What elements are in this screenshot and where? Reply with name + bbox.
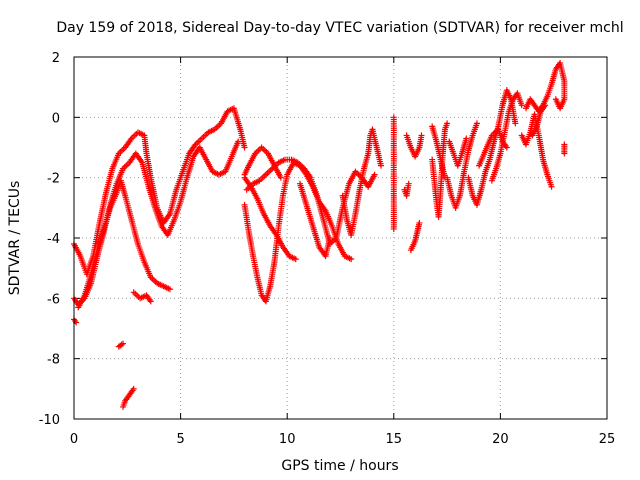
series-track-f: [120, 385, 137, 410]
data-point: [444, 120, 451, 127]
data-points: [71, 60, 568, 410]
data-point: [241, 144, 248, 151]
data-point: [120, 340, 127, 347]
series-track-n: [390, 114, 397, 232]
data-point: [378, 162, 385, 169]
data-point: [405, 180, 412, 187]
x-tick-label: 5: [176, 432, 184, 447]
data-point: [548, 183, 555, 190]
y-axis-label: SDTVAR / TECUs: [7, 181, 23, 296]
series-track-a: [71, 105, 248, 278]
y-tick-label: 2: [52, 51, 60, 66]
series-track-p: [403, 132, 425, 160]
series-track-aa: [529, 102, 549, 139]
series-track-i: [241, 174, 299, 263]
data-point: [348, 256, 355, 263]
series-track-ab: [561, 141, 568, 157]
data-point: [166, 286, 173, 293]
series-track-e: [115, 340, 127, 350]
data-point: [390, 225, 397, 232]
data-point: [503, 144, 510, 151]
series-track-x: [488, 90, 525, 184]
x-tick-label: 25: [599, 432, 616, 447]
series-track-u: [446, 135, 470, 169]
series-track-t: [444, 120, 480, 211]
y-tick-label: -10: [39, 413, 60, 428]
series-track-l: [241, 144, 284, 181]
data-point: [326, 235, 333, 241]
x-tick-label: 15: [386, 432, 403, 447]
data-point: [277, 174, 284, 181]
data-point: [235, 138, 242, 145]
data-point: [542, 102, 549, 109]
series-track-m: [339, 126, 385, 238]
series-track-s: [429, 123, 448, 181]
series-track-w: [476, 126, 510, 169]
y-tick-label: -4: [47, 232, 60, 247]
y-tick-label: -6: [47, 292, 60, 307]
series-track-j: [243, 156, 378, 248]
x-axis-label: GPS time / hours: [281, 458, 398, 474]
y-tick-label: -8: [47, 353, 60, 368]
y-tick-label: -2: [47, 172, 60, 187]
series-track-k: [296, 180, 333, 260]
data-point: [552, 96, 559, 103]
x-tick-label: 10: [279, 432, 296, 447]
axis-ticks: 0 5 10 15 20 25 -10 -8 -6 -4 -2 0 2: [39, 51, 616, 447]
data-point: [416, 219, 423, 226]
x-tick-label: 20: [492, 432, 509, 447]
data-point: [473, 120, 480, 127]
series-track-d: [130, 289, 154, 305]
data-point: [561, 141, 568, 148]
data-point: [130, 385, 137, 392]
plot-frame: [73, 56, 608, 420]
series-track-c: [75, 177, 173, 311]
y-tick-label: 0: [52, 111, 60, 126]
data-point: [512, 120, 519, 127]
data-point: [147, 298, 154, 305]
chart-title: Day 159 of 2018, Sidereal Day-to-day VTE…: [56, 20, 623, 36]
data-point: [418, 132, 425, 139]
data-point: [292, 256, 299, 263]
data-point: [371, 171, 378, 178]
series-track-o: [401, 180, 412, 199]
series-track-q: [407, 219, 423, 254]
data-point: [518, 102, 525, 109]
data-point: [463, 135, 470, 142]
x-tick-label: 0: [70, 432, 78, 447]
